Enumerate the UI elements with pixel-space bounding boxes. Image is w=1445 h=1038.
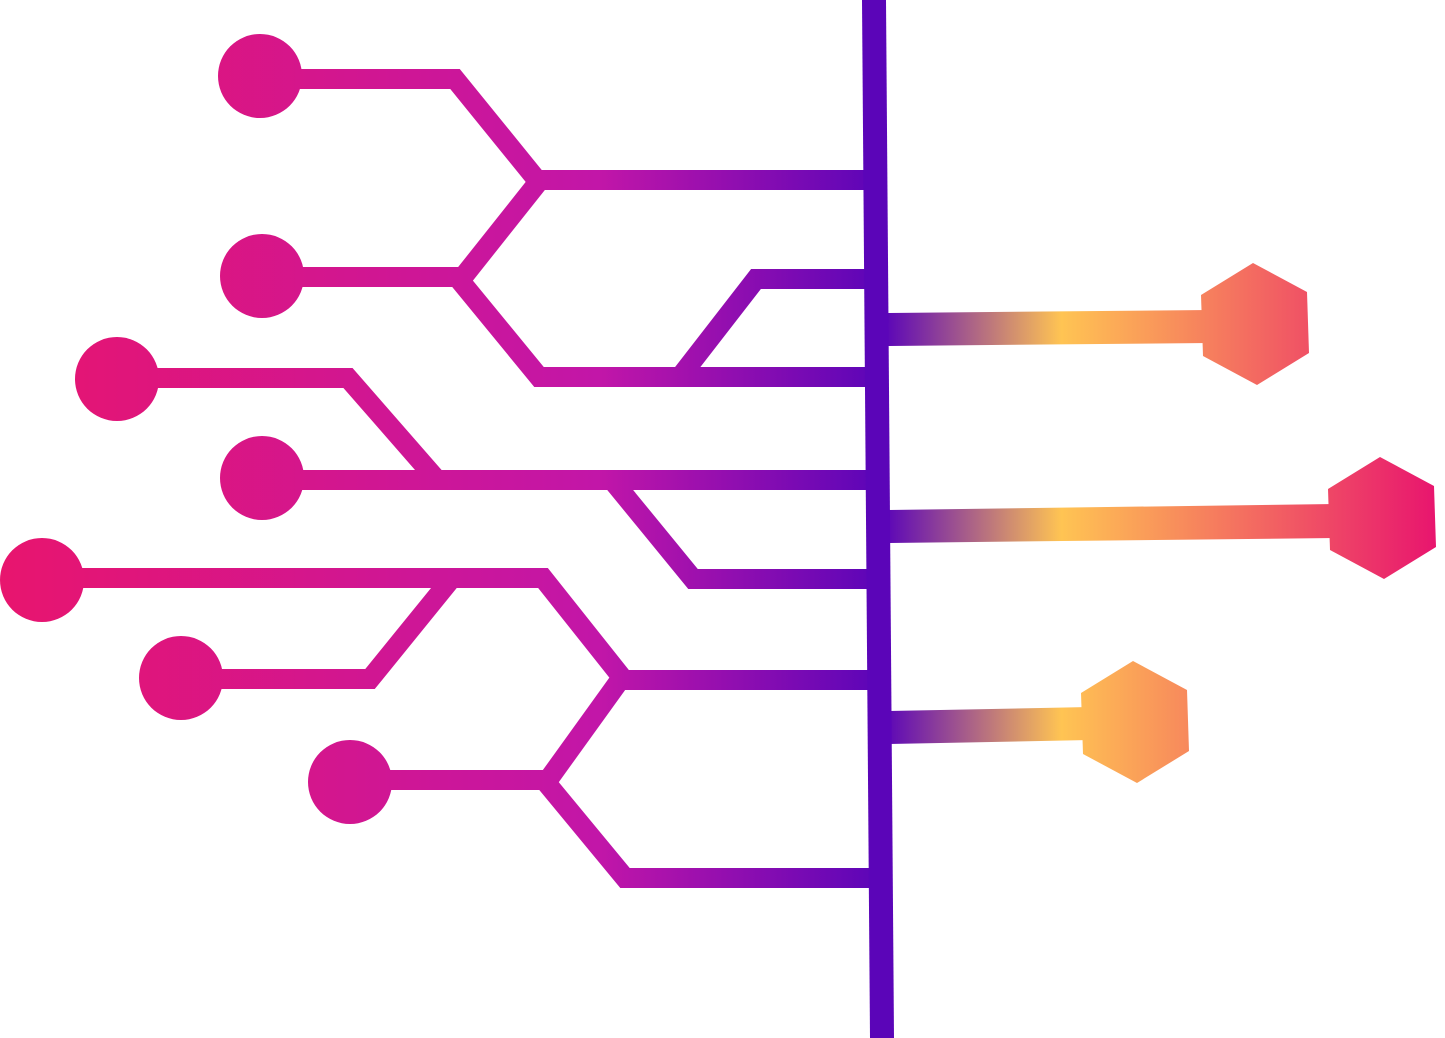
connector-bar-1	[886, 310, 1210, 346]
branch-line-3	[117, 368, 867, 490]
branch-line-5b	[181, 571, 460, 689]
branch-line-2b	[672, 269, 866, 384]
terminal-hexagon-3	[1081, 661, 1189, 783]
left-branches	[42, 69, 869, 888]
terminal-hexagon-1	[1201, 263, 1309, 385]
terminal-circle	[220, 436, 304, 520]
trunk-line	[862, 0, 894, 1038]
branch-line-1	[260, 69, 866, 190]
branch-line-1b	[455, 173, 548, 284]
connector-bar-3	[889, 707, 1090, 744]
terminal-circle	[220, 234, 304, 318]
branch-line-5	[42, 568, 868, 690]
branch-line-4	[262, 470, 867, 589]
branch-line-2	[262, 267, 866, 387]
right-connectors	[886, 263, 1436, 783]
branch-line-6	[350, 770, 869, 888]
connector-bar-2	[887, 504, 1335, 543]
terminal-circle	[139, 636, 223, 720]
terminal-circle	[75, 337, 159, 421]
left-terminals	[0, 34, 392, 824]
terminal-circle	[218, 34, 302, 118]
terminal-circle	[308, 740, 392, 824]
terminal-hexagon-2	[1328, 457, 1436, 579]
branch-line-6b	[539, 674, 629, 786]
terminal-circle	[0, 538, 84, 622]
